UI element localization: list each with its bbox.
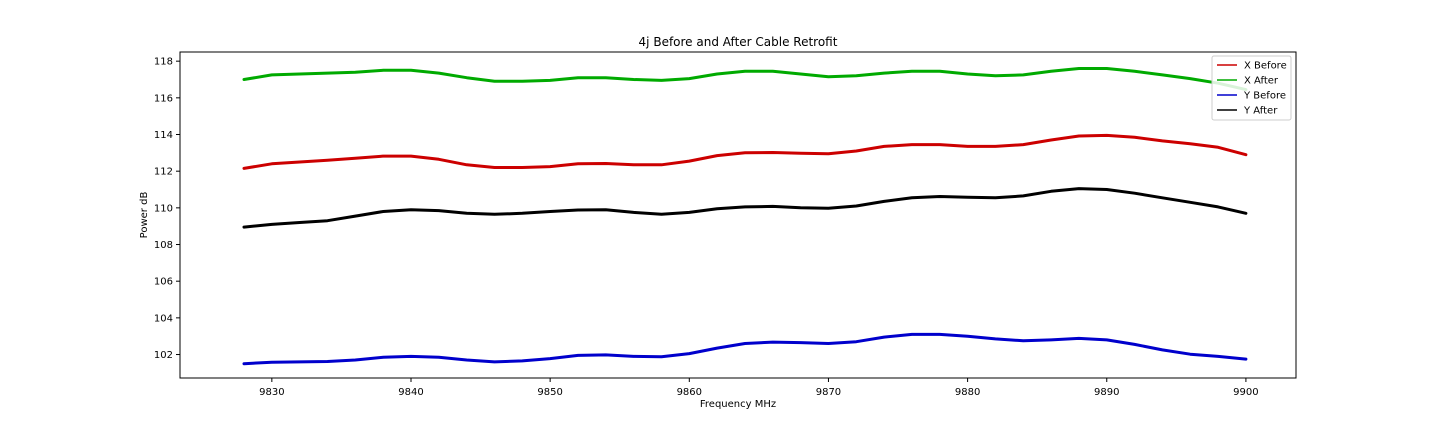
- legend-label-y-before: Y Before: [1243, 91, 1286, 102]
- x-tick-label: 9850: [537, 387, 562, 398]
- x-tick-label: 9890: [1094, 387, 1119, 398]
- y-tick-label: 102: [154, 350, 173, 361]
- chart-title: 4j Before and After Cable Retrofit: [639, 35, 838, 49]
- legend: X Before X After Y Before Y After: [1211, 55, 1292, 121]
- y-tick-label: 118: [154, 57, 173, 68]
- y-tick-label: 108: [154, 240, 173, 251]
- series-line-y-before: [242, 332, 1248, 366]
- plot-frame: [179, 51, 1297, 379]
- legend-label-x-before: X Before: [1244, 61, 1287, 72]
- y-tick-label: 104: [154, 313, 173, 324]
- x-tick-label: 9900: [1233, 387, 1258, 398]
- y-tick-label: 106: [154, 277, 173, 288]
- series-lines: [242, 67, 1248, 366]
- y-tick-label: 110: [154, 203, 173, 214]
- y-tick-label: 112: [154, 167, 173, 178]
- y-axis-label: Power dB: [139, 192, 150, 239]
- legend-box: [1211, 55, 1292, 121]
- legend-label-y-after: Y After: [1243, 106, 1278, 117]
- x-tick-label: 9880: [955, 387, 980, 398]
- series-line-x-after: [242, 67, 1248, 92]
- series-line-y-after: [242, 187, 1248, 229]
- plot-area: [179, 51, 1297, 379]
- series-line-x-before: [242, 133, 1248, 170]
- y-axis: 102 104 106 108 110 112 114 116 118: [154, 57, 180, 361]
- legend-label-x-after: X After: [1244, 76, 1279, 87]
- y-tick-label: 114: [154, 130, 173, 141]
- x-tick-label: 9870: [816, 387, 841, 398]
- x-axis: 9830 9840 9850 9860 9870 9880 9890 9900: [259, 378, 1259, 398]
- x-tick-label: 9830: [259, 387, 284, 398]
- y-tick-label: 116: [154, 93, 173, 104]
- x-tick-label: 9840: [398, 387, 423, 398]
- x-tick-label: 9860: [677, 387, 702, 398]
- x-axis-label: Frequency MHz: [700, 399, 776, 410]
